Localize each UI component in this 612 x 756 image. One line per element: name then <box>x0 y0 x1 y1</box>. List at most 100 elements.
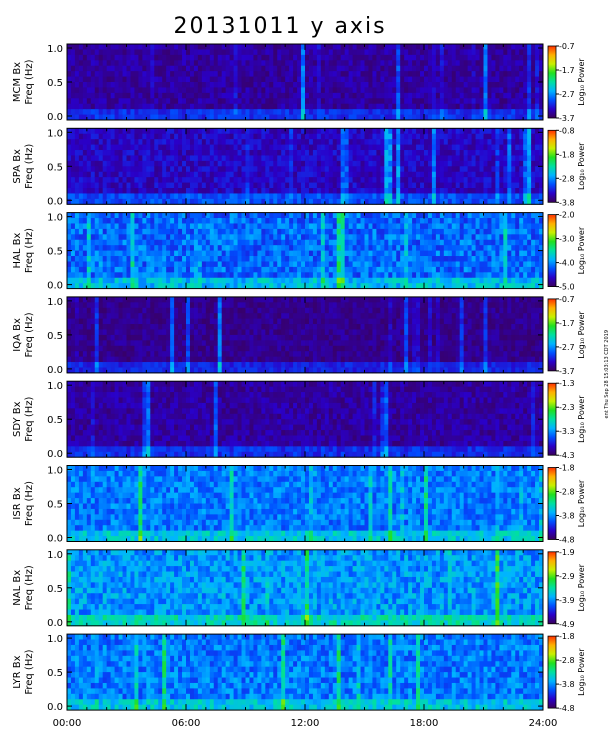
spectrogram-cell <box>471 166 476 173</box>
spectrogram-cell <box>170 160 175 167</box>
spectrogram-cell <box>166 239 171 246</box>
spectrogram-cell <box>289 92 294 99</box>
spectrogram-cell <box>166 54 171 61</box>
spectrogram-cell <box>511 198 516 205</box>
spectrogram-cell <box>186 171 191 178</box>
spectrogram-cell <box>447 71 453 77</box>
spectrogram-cell <box>336 82 342 88</box>
spectrogram-cell <box>67 256 72 262</box>
spectrogram-cell <box>459 188 465 194</box>
spectrogram-cell <box>178 245 183 251</box>
spectrogram-cell <box>372 182 377 189</box>
spectrogram-cell <box>182 155 187 162</box>
spectrogram-cell <box>126 188 131 194</box>
spectrogram-cell <box>424 87 429 94</box>
spectrogram-cell <box>197 150 203 156</box>
spectrogram-cell <box>193 188 199 194</box>
spectrogram-cell <box>467 92 472 99</box>
spectrogram-cell <box>174 144 179 151</box>
spectrogram-cell <box>130 139 135 145</box>
spectrogram-cell <box>209 60 215 67</box>
spectrogram-cell <box>122 198 127 205</box>
spectrogram-cell <box>427 103 433 110</box>
spectrogram-cell <box>301 239 306 246</box>
spectrogram-cell <box>170 54 175 61</box>
spectrogram-cell <box>400 133 405 140</box>
spectrogram-cell <box>154 139 159 145</box>
spectrogram-cell <box>431 76 437 83</box>
spectrogram-cell <box>118 218 123 224</box>
spectrogram-cell <box>174 182 179 189</box>
spectrogram-cell <box>380 193 385 200</box>
spectrogram-cell <box>134 49 139 56</box>
spectrogram-cell <box>435 49 441 56</box>
spectrogram-cell <box>328 177 334 183</box>
spectrogram-cell <box>253 171 258 178</box>
spectrogram-cell <box>82 155 88 162</box>
spectrogram-cell <box>380 114 385 121</box>
spectrogram-cell <box>146 182 151 189</box>
spectrogram-cell <box>427 92 433 99</box>
spectrogram-cell <box>364 150 369 156</box>
spectrogram-cell <box>427 71 433 77</box>
spectrogram-cell <box>170 256 175 262</box>
spectrogram-cell <box>471 277 476 284</box>
spectrogram-cell <box>451 44 457 50</box>
spectrogram-cell <box>201 82 207 88</box>
spectrogram-cell <box>110 133 115 140</box>
spectrogram-cell <box>451 261 457 268</box>
spectrogram-cell <box>126 49 131 56</box>
spectrogram-cell <box>376 283 381 289</box>
spectrogram-cell <box>352 150 357 156</box>
spectrogram-cell <box>301 60 306 67</box>
spectrogram-cell <box>308 160 314 167</box>
spectrogram-cell <box>467 76 472 83</box>
spectrogram-cell <box>197 261 203 268</box>
spectrogram-cell <box>324 49 330 56</box>
spectrogram-cell <box>158 234 163 241</box>
spectrogram-cell <box>90 92 96 99</box>
spectrogram-cell <box>285 114 290 121</box>
spectrogram-cell <box>424 150 429 156</box>
spectrogram-cell <box>225 223 231 230</box>
spectrogram-cell <box>225 139 231 145</box>
spectrogram-cell <box>523 114 528 121</box>
spectrogram-cell <box>213 49 219 56</box>
spectrogram-cell <box>463 228 469 235</box>
spectrogram-cell <box>158 76 163 83</box>
spectrogram-cell <box>233 218 238 224</box>
spectrogram-cell <box>201 228 207 235</box>
spectrogram-cell <box>106 109 112 115</box>
spectrogram-cell <box>479 160 484 167</box>
spectrogram-cell <box>475 76 480 83</box>
spectrogram-cell <box>265 109 270 115</box>
spectrogram-cell <box>150 234 155 241</box>
spectrogram-cell <box>269 193 274 200</box>
spectrogram-cell <box>324 109 330 115</box>
spectrogram-cell <box>328 87 334 94</box>
spectrogram-cell <box>340 277 346 284</box>
spectrogram-cell <box>471 261 476 268</box>
spectrogram-cell <box>289 133 294 140</box>
spectrogram-cell <box>82 171 88 178</box>
spectrogram-cell <box>265 193 270 200</box>
spectrogram-cell <box>424 114 429 121</box>
spectrogram-cell <box>467 266 472 273</box>
spectrogram-cell <box>78 256 84 262</box>
spectrogram-cell <box>297 54 302 61</box>
spectrogram-cell <box>491 150 496 156</box>
spectrogram-cell <box>205 71 211 77</box>
spectrogram-cell <box>261 212 266 219</box>
spectrogram-cell <box>435 82 441 88</box>
spectrogram-cell <box>237 49 242 56</box>
spectrogram-cell <box>443 228 449 235</box>
spectrogram-cell <box>352 155 357 162</box>
spectrogram-cell <box>138 144 143 151</box>
spectrogram-cell <box>106 87 112 94</box>
spectrogram-cell <box>150 250 155 257</box>
spectrogram-cell <box>253 150 258 156</box>
spectrogram-cell <box>130 182 135 189</box>
spectrogram-cell <box>178 234 183 241</box>
spectrogram-cell <box>344 92 350 99</box>
spectrogram-cell <box>348 60 353 67</box>
